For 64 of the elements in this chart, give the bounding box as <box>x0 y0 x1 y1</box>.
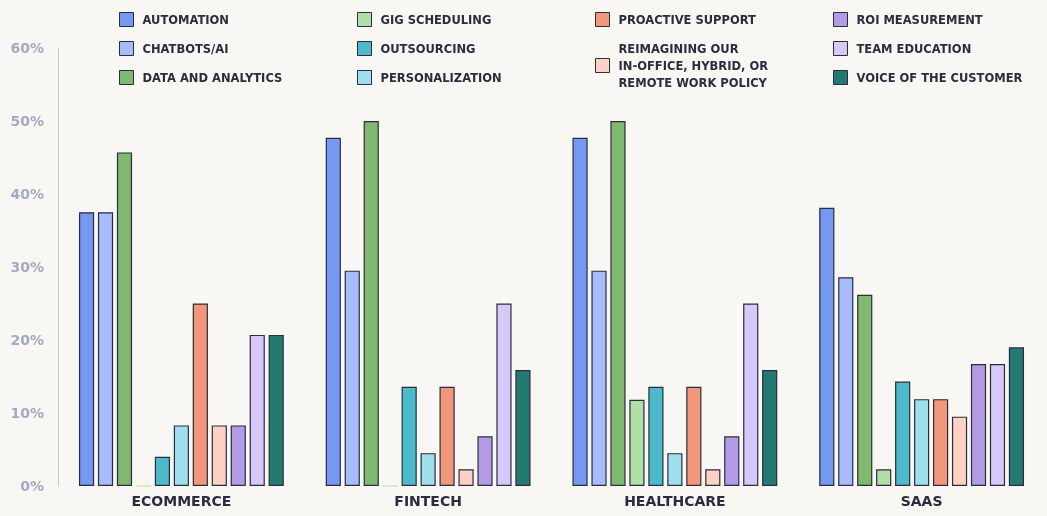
bar <box>933 399 949 486</box>
bar <box>154 456 170 486</box>
bar <box>686 386 702 486</box>
legend-label: CHATBOTS/AI <box>142 41 229 56</box>
bar <box>401 386 417 486</box>
bar <box>705 469 721 486</box>
bar <box>572 137 588 486</box>
bar <box>989 364 1006 486</box>
bar <box>420 453 436 486</box>
bar <box>325 137 341 486</box>
bar <box>268 334 284 486</box>
bar <box>743 303 759 486</box>
bar <box>439 386 455 486</box>
x-tick-label: HEALTHCARE <box>624 493 726 509</box>
bar <box>249 334 265 486</box>
bar <box>1008 347 1025 486</box>
legend-label: TEAM EDUCATION <box>856 41 972 56</box>
y-tick-label: 60% <box>10 40 44 56</box>
bar <box>173 425 189 486</box>
legend-label: GIG SCHEDULING <box>380 12 492 27</box>
y-tick-label: 50% <box>10 113 44 129</box>
legend-label: ROI MEASUREMENT <box>856 12 983 27</box>
bar <box>667 453 683 486</box>
bar <box>970 364 987 486</box>
y-tick-label: 30% <box>10 259 44 275</box>
bar <box>344 270 360 486</box>
bar <box>762 369 778 486</box>
bar <box>78 212 95 486</box>
bar <box>192 303 208 486</box>
y-tick-label: 40% <box>10 186 44 202</box>
bar <box>876 469 892 486</box>
legend-label: PROACTIVE SUPPORT <box>618 12 757 27</box>
x-tick-label: FINTECH <box>394 493 462 509</box>
bar <box>477 436 493 486</box>
bar <box>857 294 873 486</box>
bar <box>363 121 379 486</box>
legend-label: PERSONALIZATION <box>380 70 502 85</box>
legend-label: REIMAGINING OUR IN-OFFICE, HYBRID, OR REMOTE WORK POLICY <box>618 41 769 90</box>
x-tick-label: ECOMMERCE <box>131 493 232 509</box>
bar <box>895 381 911 486</box>
bar <box>496 303 512 486</box>
legend-label: DATA AND ANALYTICS <box>142 70 283 85</box>
bar <box>838 277 854 486</box>
bar <box>230 425 246 486</box>
bar <box>458 469 474 486</box>
x-tick-label: SAAS <box>900 493 943 509</box>
y-tick-label: 0% <box>20 478 44 494</box>
y-tick-label: 20% <box>10 332 44 348</box>
bar <box>914 399 930 486</box>
bar <box>610 121 626 486</box>
bar <box>211 425 227 486</box>
bar <box>951 416 968 486</box>
y-tick-label: 10% <box>10 405 44 421</box>
bar <box>515 369 531 486</box>
legend-label: VOICE OF THE CUSTOMER <box>856 70 1023 85</box>
bar <box>629 399 645 486</box>
legend-label: AUTOMATION <box>142 12 229 27</box>
bar <box>724 436 740 486</box>
bar <box>819 207 835 486</box>
bar <box>591 270 607 486</box>
bar <box>97 212 114 486</box>
legend-label: OUTSOURCING <box>380 41 476 56</box>
bar <box>648 386 664 486</box>
bar <box>116 152 133 486</box>
